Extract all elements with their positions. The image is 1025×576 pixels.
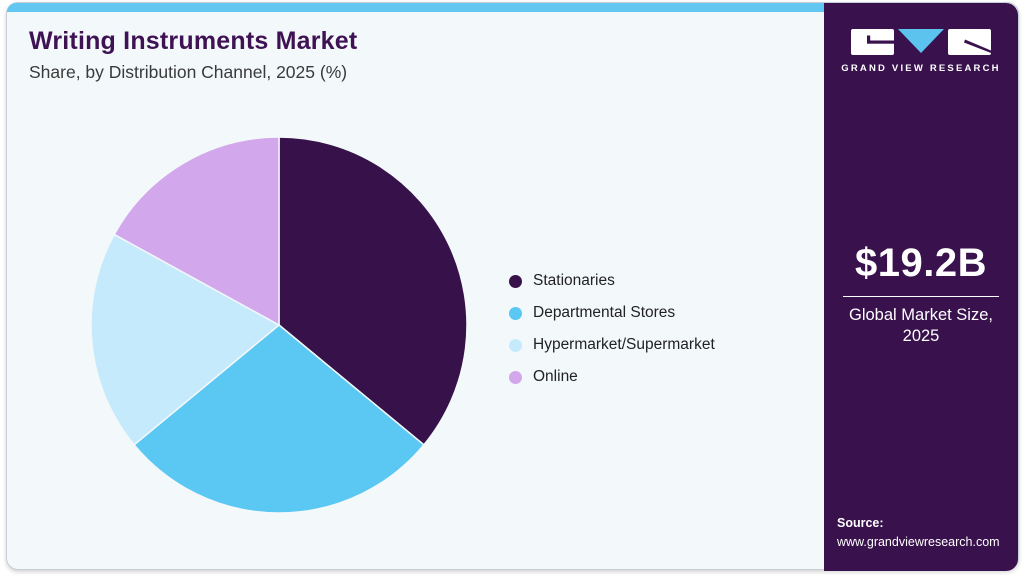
legend-swatch-icon (509, 338, 522, 352)
legend-label: Departmental Stores (533, 304, 676, 321)
source-block: Source: www.grandviewresearch.com (837, 516, 1000, 551)
pie-slice-hypermarket-supermarket (90, 233, 281, 446)
brand-logo: GRAND VIEW RESEARCH (824, 29, 1018, 74)
pie-slice-departmental-stores (133, 324, 425, 514)
market-size-value: $19.2B (855, 241, 987, 285)
page-subtitle: Share, by Distribution Channel, 2025 (%) (29, 62, 348, 82)
infographic-card: Writing Instruments Market Share, by Dis… (6, 2, 1019, 571)
header: Writing Instruments Market Share, by Dis… (29, 27, 357, 83)
brand-logo-text: GRAND VIEW RESEARCH (841, 63, 1001, 74)
legend-item-stationaries: Stationaries (509, 265, 715, 297)
legend-label: Hypermarket/Supermarket (533, 336, 715, 353)
legend-swatch-icon (509, 274, 522, 288)
market-size-block: $19.2B Global Market Size, 2025 (824, 241, 1018, 347)
legend-item-online: Online (509, 361, 715, 393)
market-size-label-line2: 2025 (902, 327, 940, 345)
chart-legend: Stationaries Departmental Stores Hypermark… (509, 265, 715, 393)
market-size-label: Global Market Size, 2025 (824, 305, 1018, 347)
pie-chart-container (89, 135, 469, 515)
pie-slice-online (113, 136, 280, 327)
sidebar: GRAND VIEW RESEARCH $19.2B Global Market… (824, 3, 1018, 571)
legend-label: Stationaries (533, 272, 615, 289)
legend-item-hypermarket-supermarket: Hypermarket/Supermarket (509, 329, 715, 361)
pie-slice-stationaries (278, 136, 468, 446)
market-size-label-line1: Global Market Size, (849, 306, 993, 324)
legend-item-departmental-stores: Departmental Stores (509, 297, 715, 329)
pie-chart (90, 136, 468, 514)
legend-swatch-icon (509, 306, 522, 320)
legend-swatch-icon (509, 370, 522, 384)
market-size-divider (843, 296, 999, 297)
source-url-link[interactable]: www.grandviewresearch.com (837, 535, 1000, 549)
legend-label: Online (533, 368, 578, 385)
page-title: Writing Instruments Market (29, 27, 358, 55)
top-accent-strip (7, 3, 827, 12)
source-label: Source: (837, 516, 884, 530)
gvr-logo-icon (851, 29, 991, 55)
